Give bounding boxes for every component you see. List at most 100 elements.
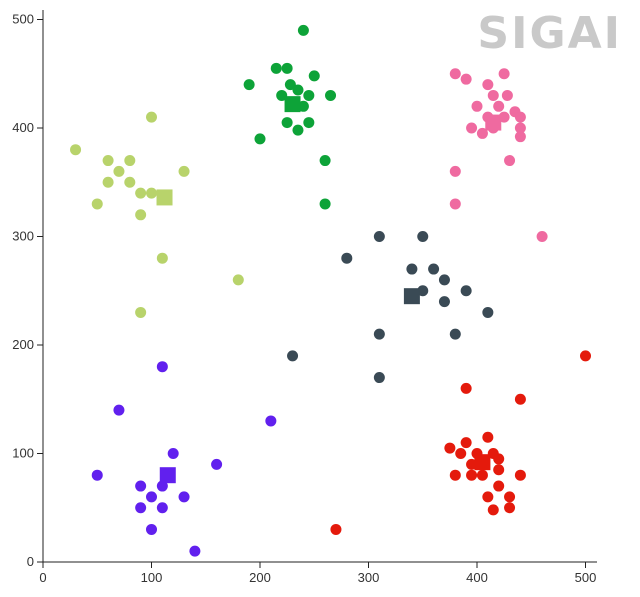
cluster-2: [243, 24, 337, 210]
data-point: [297, 24, 309, 36]
y-tick-label: 300: [12, 229, 34, 244]
data-point: [438, 274, 450, 286]
data-point: [254, 133, 266, 145]
data-point: [135, 306, 147, 318]
data-point: [417, 231, 429, 242]
data-point: [341, 252, 353, 264]
data-point: [156, 252, 168, 264]
data-point: [493, 100, 505, 112]
data-point: [146, 491, 157, 503]
data-point: [460, 382, 472, 394]
data-point: [146, 111, 157, 123]
data-point: [232, 274, 244, 286]
x-tick-label: 100: [141, 570, 163, 585]
data-point: [536, 231, 548, 242]
data-point: [265, 415, 277, 427]
centroid-marker: [403, 288, 420, 305]
data-point: [330, 523, 342, 535]
data-point: [504, 491, 516, 503]
data-point: [493, 453, 505, 465]
data-point: [373, 372, 385, 384]
y-tick-label: 0: [27, 554, 34, 569]
x-axis-ticks: 0 100 200 300 400 500: [39, 562, 596, 585]
data-point: [167, 448, 179, 459]
data-point: [135, 502, 147, 514]
data-point: [156, 502, 168, 514]
x-tick-label: 400: [466, 570, 488, 585]
data-point: [449, 469, 461, 481]
data-point: [460, 73, 472, 85]
y-tick-label: 200: [12, 337, 34, 352]
data-point: [113, 165, 125, 177]
data-point: [91, 469, 103, 481]
data-point: [493, 464, 505, 476]
data-point: [146, 523, 157, 535]
cluster-5: [91, 361, 277, 557]
y-tick-label: 400: [12, 120, 34, 135]
axes: 0 100 200 300 400 500 0 100 200 300 400 500: [12, 10, 597, 585]
data-point: [297, 100, 309, 112]
data-point: [514, 122, 526, 134]
data-point: [308, 70, 320, 82]
cluster-3: [449, 68, 548, 242]
centroid-marker: [156, 189, 173, 206]
data-point: [243, 79, 255, 91]
data-point: [113, 404, 125, 416]
data-point: [466, 469, 478, 481]
data-point: [70, 144, 82, 156]
data-point: [487, 504, 499, 516]
data-point: [449, 328, 461, 340]
data-point: [156, 480, 168, 492]
data-point: [482, 431, 494, 443]
x-tick-label: 500: [575, 570, 597, 585]
data-point: [428, 263, 440, 275]
data-point: [135, 209, 147, 221]
data-point: [281, 117, 293, 129]
data-point: [417, 285, 429, 297]
data-point: [498, 68, 510, 80]
data-point: [449, 68, 461, 80]
data-point: [460, 285, 472, 297]
data-point: [292, 84, 304, 96]
data-point: [504, 502, 516, 514]
data-point: [211, 458, 223, 470]
data-point: [580, 350, 591, 362]
data-point: [281, 62, 293, 74]
data-point: [146, 187, 157, 199]
data-point: [498, 111, 510, 123]
data-point: [124, 176, 136, 188]
data-points: [70, 24, 591, 557]
data-point: [466, 122, 478, 134]
data-point: [102, 155, 114, 167]
data-point: [373, 328, 385, 340]
data-point: [514, 131, 526, 143]
data-point: [482, 306, 494, 318]
y-tick-label: 500: [12, 12, 34, 27]
data-point: [373, 231, 385, 242]
data-point: [438, 296, 450, 308]
data-point: [449, 198, 461, 210]
centroid-marker: [159, 467, 176, 484]
data-point: [91, 198, 103, 210]
x-tick-label: 0: [39, 570, 46, 585]
data-point: [303, 89, 315, 101]
data-point: [156, 361, 168, 373]
data-point: [493, 480, 505, 492]
data-point: [135, 187, 147, 199]
data-point: [444, 442, 456, 454]
data-point: [482, 491, 494, 503]
data-point: [487, 89, 499, 101]
data-point: [476, 469, 488, 481]
cluster-4: [287, 231, 494, 384]
centroid-marker: [485, 114, 502, 131]
data-point: [135, 480, 147, 492]
data-point: [124, 155, 136, 167]
data-point: [514, 393, 526, 405]
data-point: [276, 89, 288, 101]
data-point: [325, 89, 337, 101]
data-point: [178, 491, 190, 503]
data-point: [178, 165, 190, 177]
data-point: [287, 350, 299, 362]
y-axis-ticks: 0 100 200 300 400 500: [12, 12, 43, 569]
data-point: [406, 263, 418, 275]
